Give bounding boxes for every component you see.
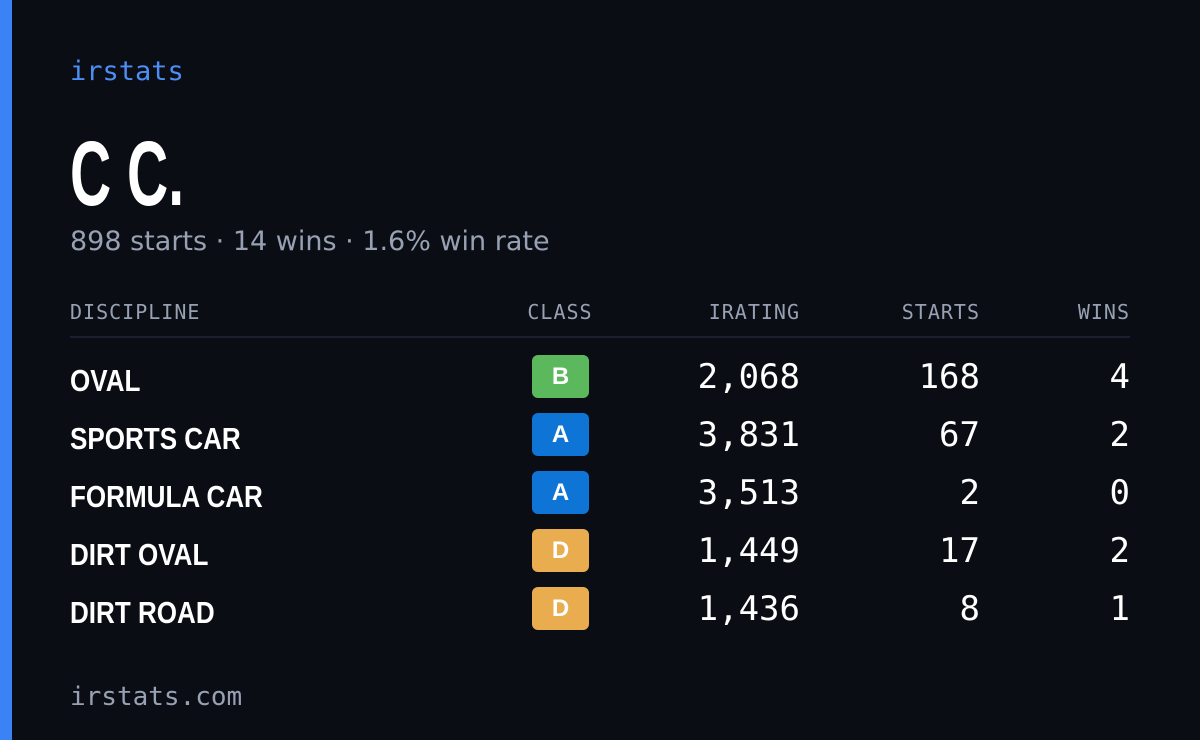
discipline: DIRT OVAL	[70, 537, 209, 572]
header-rule	[70, 336, 1130, 338]
column-header: DISCIPLINE	[70, 300, 201, 324]
class-badge: A	[532, 413, 589, 456]
footer: irstats.com	[70, 682, 243, 712]
wins: 1	[1109, 589, 1130, 629]
accent-bar	[0, 0, 12, 740]
irating: 1,436	[697, 589, 800, 629]
column-header: IRATING	[708, 300, 800, 324]
irating: 2,068	[697, 357, 800, 397]
brand: irstats	[70, 56, 184, 87]
discipline: SPORTS CAR	[70, 421, 241, 456]
starts: 2	[959, 473, 980, 513]
class-badge: D	[532, 529, 589, 572]
class-badge: D	[532, 587, 589, 630]
irating: 1,449	[697, 531, 800, 571]
wins: 4	[1109, 357, 1130, 397]
starts: 168	[918, 357, 980, 397]
starts: 17	[939, 531, 980, 571]
wins: 2	[1109, 531, 1130, 571]
discipline: OVAL	[70, 363, 141, 398]
class-badge: B	[532, 355, 589, 398]
summary: 898 starts · 14 wins · 1.6% win rate	[70, 226, 550, 257]
column-header: CLASS	[527, 300, 593, 324]
column-header: STARTS	[901, 300, 980, 324]
starts: 67	[939, 415, 980, 455]
column-header: WINS	[1077, 300, 1130, 324]
driver-name: C C.	[70, 123, 185, 225]
irating: 3,513	[697, 473, 800, 513]
wins: 2	[1109, 415, 1130, 455]
starts: 8	[959, 589, 980, 629]
discipline: FORMULA CAR	[70, 479, 263, 514]
wins: 0	[1109, 473, 1130, 513]
class-badge: A	[532, 471, 589, 514]
irating: 3,831	[697, 415, 800, 455]
discipline: DIRT ROAD	[70, 595, 215, 630]
